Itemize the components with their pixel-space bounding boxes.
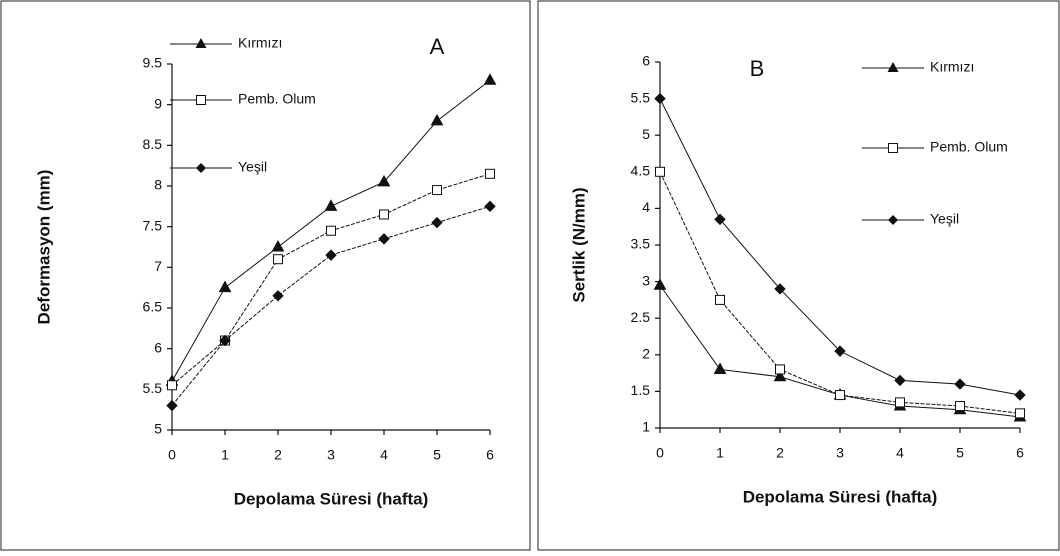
marker-diamond [954, 378, 966, 390]
x-tick-label: 0 [656, 445, 664, 461]
legend-label: Kırmızı [930, 59, 974, 75]
y-tick-label: 6.5 [143, 299, 163, 315]
x-axis-label: Depolama Süresi (hafta) [743, 487, 938, 506]
x-tick-label: 1 [221, 447, 229, 463]
marker-diamond [325, 249, 337, 261]
x-tick-label: 5 [433, 447, 441, 463]
legend-marker [196, 163, 206, 173]
chart-title: B [750, 56, 765, 81]
marker-square [895, 397, 905, 408]
marker-diamond [894, 374, 906, 387]
marker-square [835, 390, 845, 401]
x-tick-label: 0 [168, 447, 176, 463]
panel-frame [0, 0, 531, 551]
marker-triangle [218, 280, 232, 293]
marker-square [432, 185, 442, 196]
legend-label: Pemb. Olum [930, 139, 1008, 155]
y-tick-label: 2 [642, 346, 650, 362]
y-tick-label: 8.5 [143, 136, 163, 152]
x-tick-label: 6 [1016, 445, 1024, 461]
x-tick-label: 6 [486, 447, 494, 463]
marker-triangle [271, 239, 285, 252]
marker-square [715, 294, 725, 305]
series-line [171, 205, 491, 406]
marker-diamond [484, 200, 496, 213]
legend-label: Kırmızı [238, 35, 282, 51]
marker-triangle [713, 362, 727, 374]
y-tick-label: 3.5 [631, 236, 651, 252]
y-tick-label: 5.5 [143, 380, 163, 396]
y-tick-label: 2.5 [631, 309, 651, 325]
marker-square [485, 168, 495, 179]
marker-square [775, 364, 785, 375]
y-axis-label: Deformasyon (mm) [34, 170, 53, 325]
marker-square [167, 380, 177, 391]
marker-triangle [377, 174, 391, 187]
x-tick-label: 3 [836, 445, 844, 461]
marker-diamond [834, 345, 846, 357]
marker-square [326, 225, 336, 236]
marker-square [955, 401, 965, 412]
y-tick-label: 6 [154, 339, 162, 355]
panel-frame [537, 0, 1060, 551]
y-tick-label: 5.5 [631, 89, 651, 105]
legend-marker [888, 215, 898, 225]
y-axis-label: Sertlik (N/mm) [569, 187, 588, 302]
marker-diamond [654, 92, 666, 105]
marker-triangle [773, 369, 787, 382]
legend-marker [887, 62, 899, 72]
chart-title: A [430, 34, 445, 59]
legend-marker [196, 95, 206, 105]
y-tick-label: 4.5 [631, 163, 651, 179]
marker-diamond [714, 213, 726, 226]
legend-marker [888, 143, 898, 153]
y-tick-label: 7.5 [143, 217, 163, 233]
y-tick-label: 5 [154, 421, 162, 437]
x-tick-label: 4 [380, 447, 388, 463]
marker-square [379, 209, 389, 220]
marker-diamond [272, 290, 284, 302]
legend-marker [195, 38, 207, 48]
y-tick-label: 1 [642, 419, 650, 435]
x-tick-label: 2 [274, 447, 282, 463]
legend-label: Yeşil [930, 211, 959, 227]
y-tick-label: 1.5 [631, 382, 651, 398]
x-tick-label: 3 [327, 447, 335, 463]
marker-triangle [430, 113, 444, 126]
legend-label: Pemb. Olum [238, 91, 316, 107]
marker-square [655, 166, 665, 177]
legend-label: Yeşil [238, 159, 267, 175]
x-tick-label: 2 [776, 445, 784, 461]
x-tick-label: 5 [956, 445, 964, 461]
marker-triangle [653, 278, 667, 290]
y-tick-label: 5 [642, 126, 650, 142]
y-tick-label: 4 [642, 199, 650, 215]
marker-triangle [483, 73, 497, 85]
marker-diamond [166, 399, 178, 412]
y-tick-label: 9 [154, 95, 162, 111]
y-tick-label: 8 [154, 177, 162, 193]
y-tick-label: 6 [642, 53, 650, 69]
marker-triangle [324, 199, 338, 211]
y-tick-label: 3 [642, 272, 650, 288]
marker-square [1015, 408, 1025, 419]
x-axis-label: Depolama Süresi (hafta) [234, 489, 429, 508]
marker-diamond [774, 283, 786, 295]
y-tick-label: 9.5 [143, 55, 163, 71]
x-tick-label: 1 [716, 445, 724, 461]
x-tick-label: 4 [896, 445, 904, 461]
marker-diamond [219, 334, 231, 347]
marker-diamond [1014, 389, 1026, 401]
y-tick-label: 7 [154, 258, 162, 274]
marker-square [273, 254, 283, 265]
marker-diamond [431, 216, 443, 229]
marker-diamond [378, 233, 390, 245]
